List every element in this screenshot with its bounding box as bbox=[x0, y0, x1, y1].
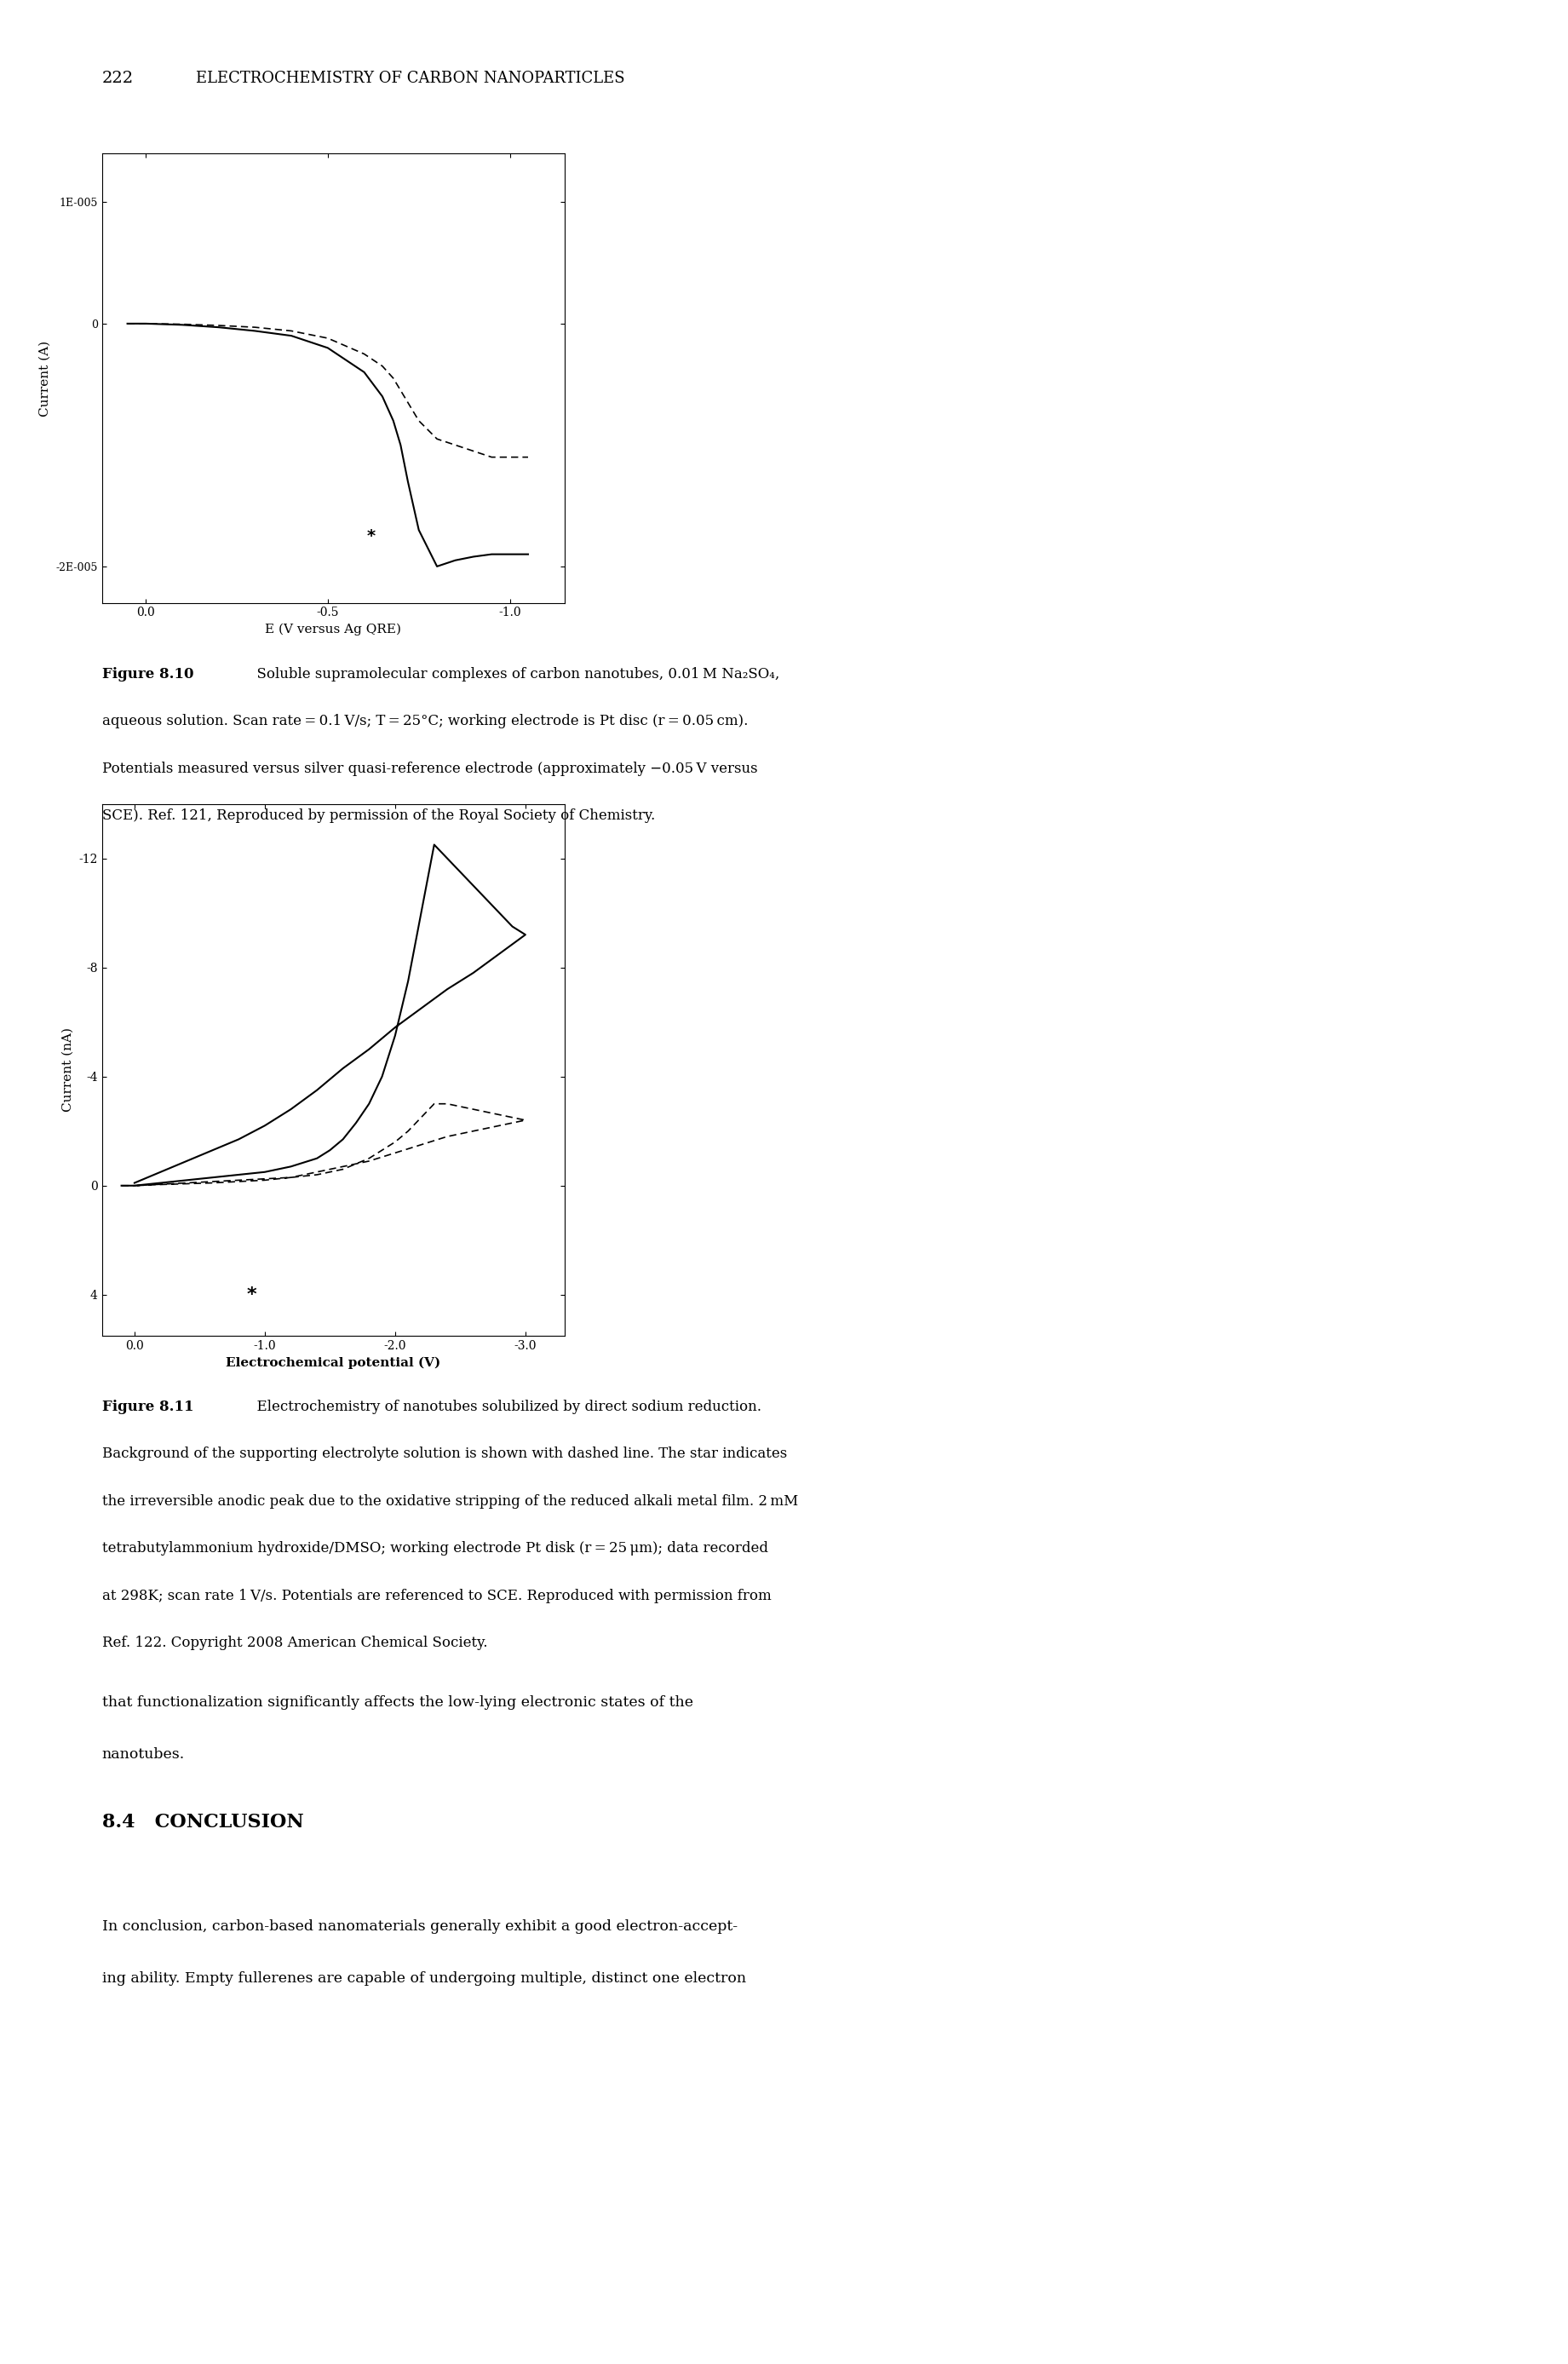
Text: In conclusion, carbon-based nanomaterials generally exhibit a good electron-acce: In conclusion, carbon-based nanomaterial… bbox=[102, 1920, 737, 1934]
Text: 8.4   CONCLUSION: 8.4 CONCLUSION bbox=[102, 1813, 304, 1832]
Text: tetrabutylammonium hydroxide/DMSO; working electrode Pt disk (r = 25 μm); data r: tetrabutylammonium hydroxide/DMSO; worki… bbox=[102, 1541, 768, 1556]
Text: that functionalization significantly affects the low-lying electronic states of : that functionalization significantly aff… bbox=[102, 1695, 693, 1709]
Text: at 298K; scan rate 1 V/s. Potentials are referenced to SCE. Reproduced with perm: at 298K; scan rate 1 V/s. Potentials are… bbox=[102, 1589, 771, 1603]
Text: SCE). Ref. 121, Reproduced by permission of the Royal Society of Chemistry.: SCE). Ref. 121, Reproduced by permission… bbox=[102, 808, 655, 823]
Text: ing ability. Empty fullerenes are capable of undergoing multiple, distinct one e: ing ability. Empty fullerenes are capabl… bbox=[102, 1972, 746, 1986]
Text: Figure 8.10: Figure 8.10 bbox=[102, 667, 193, 681]
Text: aqueous solution. Scan rate = 0.1 V/s; T = 25°C; working electrode is Pt disc (r: aqueous solution. Scan rate = 0.1 V/s; T… bbox=[102, 714, 748, 728]
Text: 222: 222 bbox=[102, 71, 133, 85]
Text: the irreversible anodic peak due to the oxidative stripping of the reduced alkal: the irreversible anodic peak due to the … bbox=[102, 1494, 798, 1508]
Text: Ref. 122. Copyright 2008 American Chemical Society.: Ref. 122. Copyright 2008 American Chemic… bbox=[102, 1636, 488, 1650]
Text: Electrochemistry of nanotubes solubilized by direct sodium reduction.: Electrochemistry of nanotubes solubilize… bbox=[248, 1399, 762, 1414]
X-axis label: E (V versus Ag QRE): E (V versus Ag QRE) bbox=[265, 624, 401, 636]
Text: Soluble supramolecular complexes of carbon nanotubes, 0.01 M Na₂SO₄,: Soluble supramolecular complexes of carb… bbox=[248, 667, 779, 681]
Text: Figure 8.11: Figure 8.11 bbox=[102, 1399, 193, 1414]
Text: *: * bbox=[367, 527, 376, 544]
X-axis label: Electrochemical potential (V): Electrochemical potential (V) bbox=[226, 1357, 441, 1369]
Text: *: * bbox=[246, 1286, 257, 1303]
Text: ELECTROCHEMISTRY OF CARBON NANOPARTICLES: ELECTROCHEMISTRY OF CARBON NANOPARTICLES bbox=[196, 71, 626, 85]
Text: nanotubes.: nanotubes. bbox=[102, 1747, 185, 1761]
Text: Potentials measured versus silver quasi-reference electrode (approximately −0.05: Potentials measured versus silver quasi-… bbox=[102, 761, 757, 775]
Y-axis label: Current (nA): Current (nA) bbox=[63, 1028, 74, 1111]
Y-axis label: Current (A): Current (A) bbox=[39, 340, 52, 416]
Text: Background of the supporting electrolyte solution is shown with dashed line. The: Background of the supporting electrolyte… bbox=[102, 1447, 787, 1461]
